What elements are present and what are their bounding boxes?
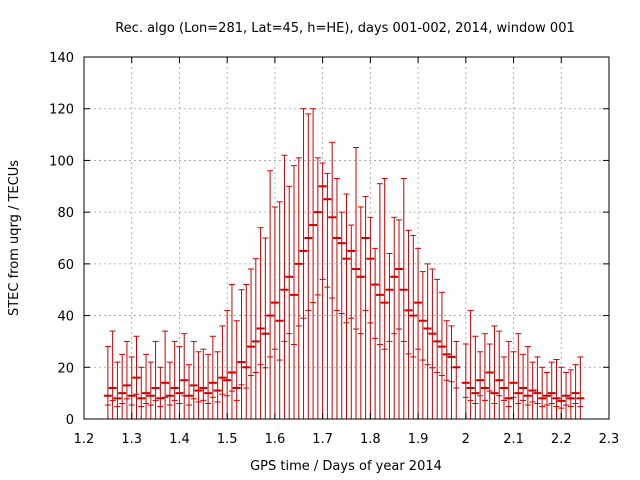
x-tick-label: 1.8 <box>360 432 381 447</box>
x-tick-label: 1.5 <box>217 432 238 447</box>
y-tick-label: 40 <box>57 310 74 325</box>
x-tick-labels: 1.2 1.3 1.4 1.5 1.6 1.7 1.8 1.9 2 2.1 2.2 2.3 <box>74 432 620 447</box>
y-tick-label: 120 <box>49 103 74 118</box>
x-axis-label: GPS time / Days of year 2014 <box>250 459 442 474</box>
y-tick-label: 80 <box>57 206 74 221</box>
axis-ticks <box>83 56 610 420</box>
x-tick-label: 1.2 <box>74 432 95 447</box>
y-tick-label: 0 <box>66 413 74 428</box>
x-tick-label: 1.7 <box>312 432 333 447</box>
y-tick-label: 20 <box>57 361 74 376</box>
x-tick-label: 1.6 <box>265 432 286 447</box>
plot-frame <box>83 56 610 420</box>
data-marks <box>103 108 585 419</box>
chart-title: Rec. algo (Lon=281, Lat=45, h=HE), days … <box>115 21 575 36</box>
x-tick-label: 2.2 <box>551 432 572 447</box>
y-tick-labels: 0 20 40 60 80 100 120 140 <box>49 51 74 428</box>
y-axis-label: STEC from uqrg / TECUs <box>7 160 22 316</box>
x-tick-label: 1.3 <box>121 432 142 447</box>
y-tick-label: 100 <box>49 154 74 169</box>
x-tick-label: 2 <box>462 432 470 447</box>
y-tick-label: 60 <box>57 258 74 273</box>
x-tick-label: 2.1 <box>503 432 524 447</box>
x-tick-label: 1.4 <box>169 432 190 447</box>
y-tick-label: 140 <box>49 51 74 66</box>
x-tick-label: 2.3 <box>599 432 620 447</box>
x-tick-label: 1.9 <box>408 432 429 447</box>
